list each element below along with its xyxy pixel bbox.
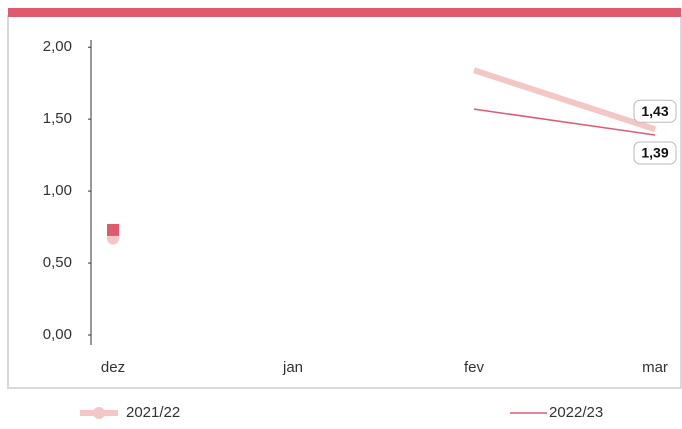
data-label-box [633,141,677,165]
y-tick-label: 1,00 [43,182,72,199]
data-label-text: 1,39 [641,145,668,161]
top-bar [8,8,681,17]
x-tick-label: jan [282,359,303,376]
x-tick-label: dez [101,359,125,376]
data-label-text: 1,43 [641,103,668,119]
legend-label: 2021/22 [126,404,180,421]
x-tick-label: mar [642,359,668,376]
data-label: 1,39 [633,141,677,165]
line [473,108,656,136]
data-label-box [633,99,677,123]
x-tick-label: fev [464,359,485,376]
data-label: 1,43 [633,99,677,123]
y-tick-label: 0,50 [43,254,72,271]
frame [7,15,682,389]
legend-label: 2022/23 [549,404,603,421]
point [107,223,119,236]
y-tick-label: 2,00 [43,38,72,55]
y-tick-label: 1,50 [43,110,72,127]
line [473,67,656,133]
y-tick-label: 0,00 [43,326,72,343]
legend-marker [93,407,105,419]
